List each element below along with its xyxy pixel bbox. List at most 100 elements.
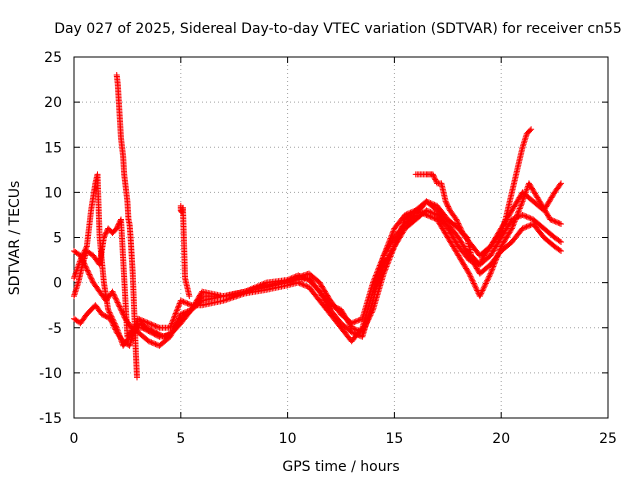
data-point — [485, 274, 492, 281]
x-tick-label: 15 — [385, 431, 403, 447]
data-point — [383, 263, 390, 270]
data-point — [148, 339, 155, 346]
y-tick-label: 15 — [44, 140, 62, 156]
data-point — [86, 271, 93, 278]
data-point — [187, 301, 194, 308]
data-point — [456, 223, 463, 230]
data-point — [170, 316, 177, 323]
data-point — [145, 338, 152, 345]
data-point — [102, 230, 109, 237]
data-point — [381, 269, 388, 276]
data-point — [397, 229, 404, 236]
data-point — [186, 293, 193, 300]
data-point — [185, 301, 192, 308]
data-point — [372, 273, 379, 280]
data-point — [429, 171, 436, 178]
data-point — [386, 256, 393, 263]
data-point — [428, 209, 435, 216]
data-point — [137, 316, 144, 323]
data-point — [423, 207, 430, 214]
data-point — [115, 302, 122, 309]
data-point — [384, 260, 391, 267]
data-point — [354, 327, 361, 334]
data-point — [457, 224, 464, 231]
data-point — [476, 293, 483, 300]
data-point — [427, 209, 434, 216]
data-point — [117, 304, 124, 311]
data-point — [375, 265, 382, 272]
y-tick-label: -15 — [39, 411, 62, 427]
data-point — [351, 325, 358, 332]
data-point — [397, 227, 404, 234]
data-point — [111, 325, 118, 332]
y-tick-label: -5 — [48, 321, 62, 337]
data-point — [455, 221, 462, 228]
data-point — [478, 257, 485, 264]
data-point — [117, 306, 124, 313]
data-point — [391, 242, 398, 249]
data-point — [100, 234, 107, 241]
data-point — [487, 270, 494, 277]
data-point — [474, 287, 481, 294]
data-point — [371, 275, 378, 282]
data-point — [291, 274, 298, 281]
data-point — [392, 240, 399, 247]
data-point — [350, 325, 357, 332]
data-point — [489, 266, 496, 273]
data-point — [169, 319, 176, 326]
data-point — [335, 305, 342, 312]
data-point — [253, 283, 260, 290]
data-point — [556, 247, 563, 254]
data-point — [301, 275, 308, 282]
data-point — [374, 268, 381, 275]
data-point — [466, 270, 473, 277]
data-point — [479, 255, 486, 262]
data-point — [172, 311, 179, 318]
data-point — [484, 277, 491, 284]
series-spike-2h — [113, 72, 141, 381]
data-point — [393, 239, 400, 246]
data-point — [110, 291, 117, 298]
data-point — [179, 298, 186, 305]
data-point — [102, 231, 109, 238]
data-point — [388, 252, 395, 259]
data-point — [552, 218, 559, 225]
data-point — [168, 320, 175, 327]
data-point — [468, 276, 475, 283]
data-point — [375, 266, 382, 273]
data-point — [332, 304, 339, 311]
data-point — [520, 224, 527, 231]
data-point — [519, 211, 526, 218]
data-point — [557, 181, 564, 188]
data-point — [516, 205, 523, 212]
data-point — [445, 204, 452, 211]
data-point — [372, 272, 379, 279]
data-point — [431, 210, 438, 217]
data-point — [512, 214, 519, 221]
data-point — [368, 310, 375, 317]
data-point — [303, 283, 310, 290]
data-point — [470, 279, 477, 286]
data-point — [478, 290, 485, 297]
data-point — [360, 326, 367, 333]
data-point — [244, 287, 251, 294]
data-point — [484, 276, 491, 283]
data-point — [524, 223, 531, 230]
data-point — [442, 198, 449, 205]
data-point — [558, 239, 565, 246]
chart-title: Day 027 of 2025, Sidereal Day-to-day VTE… — [54, 21, 622, 37]
data-point — [522, 213, 529, 220]
data-point — [384, 262, 391, 269]
data-point — [386, 254, 393, 261]
data-point — [174, 306, 181, 313]
data-point — [509, 224, 516, 231]
data-point — [110, 290, 117, 297]
data-point — [147, 338, 154, 345]
data-point — [352, 318, 359, 325]
data-point — [472, 284, 479, 291]
data-point — [256, 282, 263, 289]
data-point — [527, 127, 534, 134]
data-point — [184, 300, 191, 307]
data-point — [109, 288, 116, 295]
data-point — [107, 315, 114, 322]
